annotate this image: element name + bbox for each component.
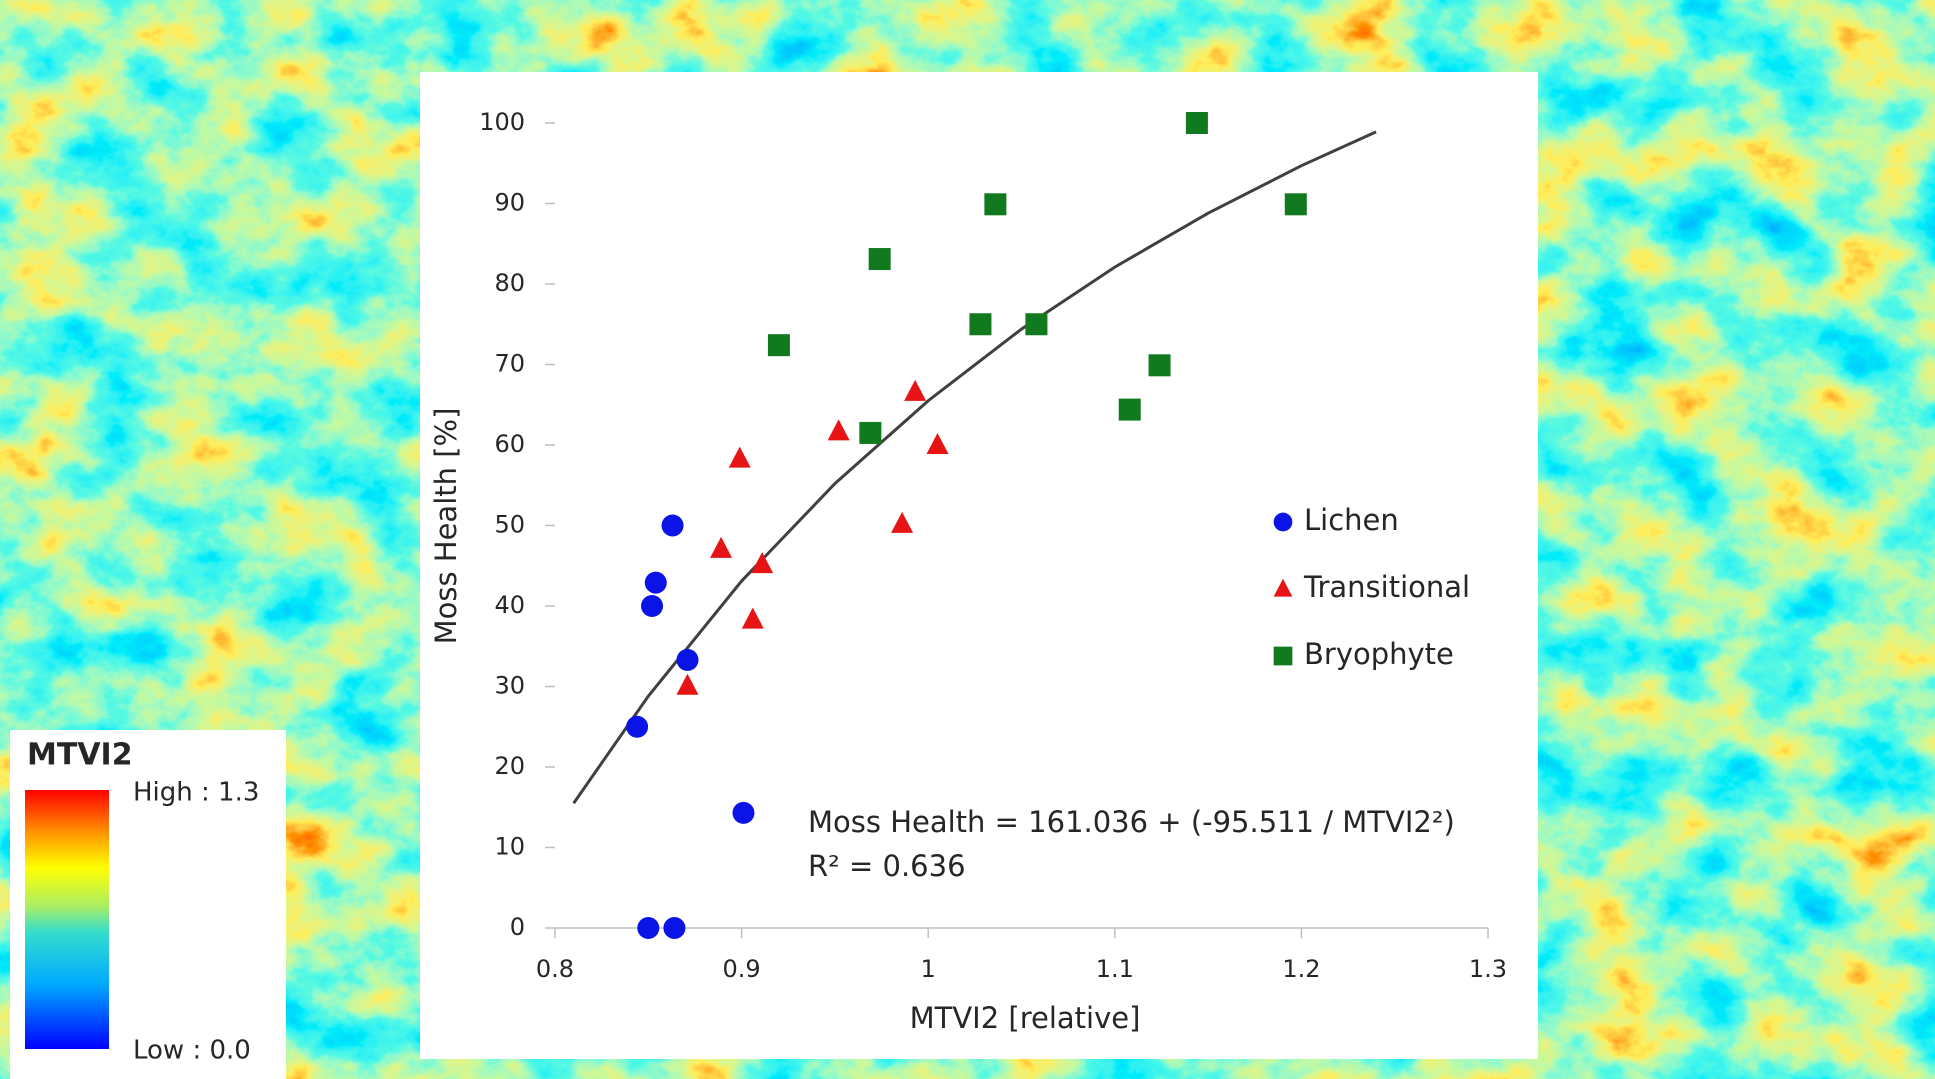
point [710,536,733,558]
trend-line [572,130,1377,805]
r-squared: R² = 0.636 [808,849,966,883]
point [661,514,684,537]
map-legend-title: MTVI2 [27,738,133,773]
chart-panel [420,72,1538,1059]
x-tick-label: 0.8 [536,955,574,983]
point [868,248,891,271]
legend-label: Transitional [1303,570,1470,604]
point [676,673,699,695]
y-tick-label: 0 [510,913,525,941]
point [751,552,774,574]
point [1148,354,1171,377]
y-tick-label: 30 [494,672,525,700]
legend-swatch [1273,578,1293,597]
y-tick-label: 80 [494,269,525,297]
y-axis-title: Moss Health [%] [429,408,463,645]
point [1185,112,1208,134]
point [732,801,755,824]
point [904,379,927,401]
point [926,433,949,454]
point [891,511,914,533]
x-tick-label: 1 [921,955,936,983]
point [663,917,686,939]
point [969,313,992,336]
legend-label: Lichen [1304,503,1399,537]
point [1284,193,1307,216]
colorbar [25,790,109,1049]
y-tick-label: 50 [494,511,525,539]
y-tick-label: 10 [494,833,525,861]
x-axis-title: MTVI2 [relative] [910,1001,1141,1035]
y-tick-label: 70 [494,350,525,378]
x-tick-label: 1.3 [1469,955,1507,983]
point [827,419,850,441]
point [728,446,751,468]
point [637,917,660,939]
point [1118,398,1141,421]
legend-label: Bryophyte [1304,637,1454,671]
point [859,421,882,444]
point [1025,313,1048,336]
map-legend-low: Low : 0.0 [133,1036,251,1066]
point [984,193,1007,216]
equation: Moss Health = 161.036 + (-95.511 / MTVI2… [808,805,1455,839]
x-tick-label: 1.1 [1096,955,1134,983]
point [641,595,664,617]
legend-swatch [1273,646,1293,666]
x-tick-label: 0.9 [723,955,761,983]
y-tick-label: 90 [494,189,525,217]
y-tick-label: 20 [494,752,525,780]
point [676,648,699,671]
y-tick-label: 60 [494,430,525,458]
map-legend-high: High : 1.3 [133,778,259,808]
x-tick-label: 1.2 [1282,955,1320,983]
point [626,715,649,738]
point [644,571,667,594]
point [767,334,790,357]
point [741,607,764,629]
y-tick-label: 100 [479,108,525,136]
legend-swatch [1273,512,1293,532]
y-tick-label: 40 [494,591,525,619]
